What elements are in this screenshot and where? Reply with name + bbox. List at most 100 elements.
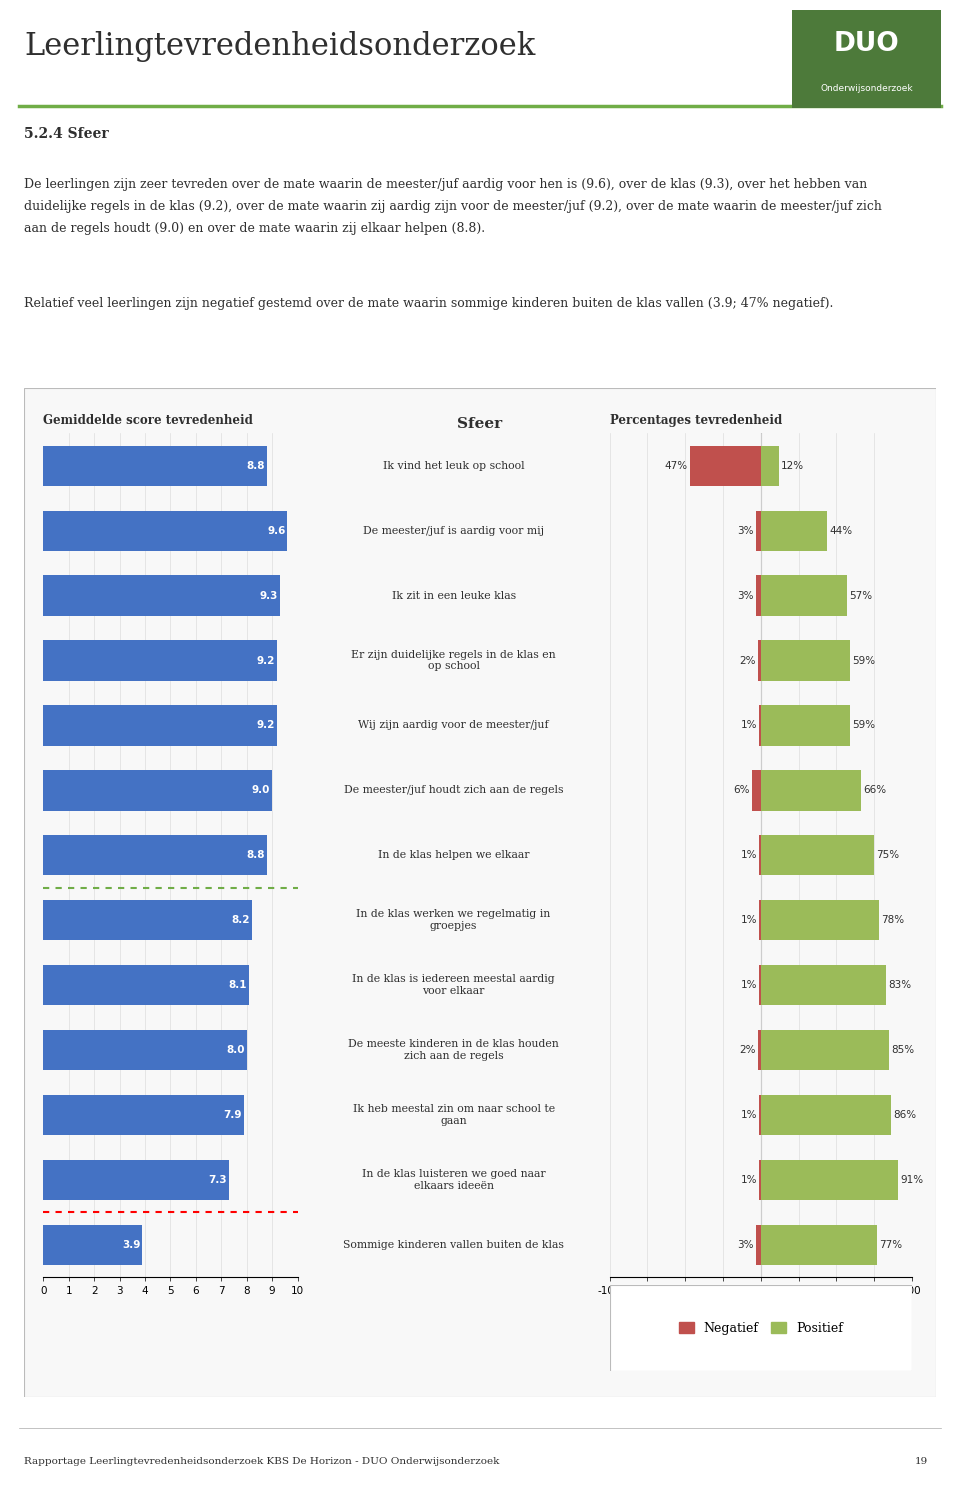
Text: 5.2.4 Sfeer: 5.2.4 Sfeer	[24, 127, 108, 140]
Text: 8.8: 8.8	[247, 460, 265, 471]
Text: 3%: 3%	[737, 590, 754, 601]
Text: 9.6: 9.6	[267, 526, 285, 536]
Text: 3%: 3%	[737, 526, 754, 536]
Text: 8.0: 8.0	[227, 1046, 245, 1055]
Text: 7.9: 7.9	[224, 1110, 242, 1120]
Bar	[759, 835, 760, 875]
Text: Rapportage Leerlingtevredenheidsonderzoek KBS De Horizon - DUO Onderwijsonderzoe: Rapportage Leerlingtevredenheidsonderzoe…	[24, 1457, 499, 1466]
Bar	[760, 965, 886, 1005]
Text: 19: 19	[915, 1457, 928, 1466]
Text: 9.2: 9.2	[257, 656, 276, 665]
Text: 47%: 47%	[664, 460, 687, 471]
Text: Ik zit in een leuke klas: Ik zit in een leuke klas	[392, 590, 516, 601]
Text: 2%: 2%	[739, 1046, 756, 1055]
Text: Ik heb meestal zin om naar school te
gaan: Ik heb meestal zin om naar school te gaa…	[352, 1104, 555, 1126]
Text: 9.0: 9.0	[252, 786, 270, 795]
Bar	[760, 575, 847, 616]
Text: Gemiddelde score tevredenheid: Gemiddelde score tevredenheid	[43, 414, 253, 427]
Bar	[756, 511, 760, 551]
Text: 83%: 83%	[889, 980, 912, 991]
Bar	[752, 771, 760, 811]
Text: In de klas is iedereen meestal aardig
voor elkaar: In de klas is iedereen meestal aardig vo…	[352, 974, 555, 996]
Text: 1%: 1%	[740, 916, 757, 925]
Text: 8.2: 8.2	[231, 916, 250, 925]
Bar	[759, 1095, 760, 1135]
Bar	[43, 771, 273, 811]
Bar	[759, 965, 760, 1005]
Text: 1%: 1%	[740, 720, 757, 731]
Text: 91%: 91%	[900, 1174, 924, 1185]
Text: Er zijn duidelijke regels in de klas en
op school: Er zijn duidelijke regels in de klas en …	[351, 650, 556, 671]
Bar	[756, 575, 760, 616]
Text: Onderwijsonderzoek: Onderwijsonderzoek	[820, 84, 913, 93]
Text: De leerlingen zijn zeer tevreden over de mate waarin de meester/juf aardig voor : De leerlingen zijn zeer tevreden over de…	[24, 178, 882, 235]
Bar	[43, 899, 252, 940]
Bar	[760, 1029, 889, 1070]
Text: Percentages tevredenheid: Percentages tevredenheid	[610, 414, 781, 427]
Bar	[759, 899, 760, 940]
Bar	[760, 511, 828, 551]
Bar	[43, 445, 267, 486]
Text: 2%: 2%	[739, 656, 756, 665]
Bar	[760, 1159, 899, 1200]
Legend: Negatief, Positief: Negatief, Positief	[674, 1316, 848, 1340]
Bar	[43, 1159, 228, 1200]
Text: 8.1: 8.1	[228, 980, 248, 991]
Bar	[760, 705, 850, 746]
Bar	[760, 899, 878, 940]
Text: 1%: 1%	[740, 850, 757, 861]
Text: De meeste kinderen in de klas houden
zich aan de regels: De meeste kinderen in de klas houden zic…	[348, 1040, 559, 1061]
Bar	[759, 705, 760, 746]
Text: 1%: 1%	[740, 980, 757, 991]
Bar	[757, 1029, 760, 1070]
Text: In de klas helpen we elkaar: In de klas helpen we elkaar	[378, 850, 529, 861]
Bar	[760, 641, 850, 681]
Bar	[760, 771, 860, 811]
Text: 3%: 3%	[737, 1240, 754, 1250]
Text: Leerlingtevredenheidsonderzoek: Leerlingtevredenheidsonderzoek	[24, 31, 536, 63]
Bar	[43, 1029, 247, 1070]
Text: 77%: 77%	[879, 1240, 902, 1250]
Bar	[689, 445, 760, 486]
Text: 12%: 12%	[781, 460, 804, 471]
Bar	[760, 1225, 877, 1265]
Text: De meester/juf houdt zich aan de regels: De meester/juf houdt zich aan de regels	[344, 786, 564, 795]
Text: Wij zijn aardig voor de meester/juf: Wij zijn aardig voor de meester/juf	[358, 720, 549, 731]
Bar	[760, 445, 779, 486]
Text: In de klas werken we regelmatig in
groepjes: In de klas werken we regelmatig in groep…	[356, 910, 551, 931]
Text: 6%: 6%	[733, 786, 750, 795]
Text: 1%: 1%	[740, 1110, 757, 1120]
Text: 9.3: 9.3	[259, 590, 277, 601]
Bar	[43, 705, 277, 746]
Text: DUO: DUO	[833, 31, 900, 57]
Text: 78%: 78%	[881, 916, 904, 925]
Bar	[756, 1225, 760, 1265]
Text: Sfeer: Sfeer	[457, 417, 503, 430]
Text: 8.8: 8.8	[247, 850, 265, 861]
Bar	[43, 1225, 142, 1265]
Text: 57%: 57%	[850, 590, 873, 601]
Bar	[43, 641, 277, 681]
Text: Sommige kinderen vallen buiten de klas: Sommige kinderen vallen buiten de klas	[343, 1240, 564, 1250]
Text: Ik vind het leuk op school: Ik vind het leuk op school	[383, 460, 524, 471]
Text: De meester/juf is aardig voor mij: De meester/juf is aardig voor mij	[363, 526, 544, 536]
Text: 66%: 66%	[863, 786, 886, 795]
Bar	[43, 965, 250, 1005]
Text: 59%: 59%	[852, 656, 876, 665]
Bar	[760, 1095, 891, 1135]
Text: 75%: 75%	[876, 850, 900, 861]
Text: 85%: 85%	[892, 1046, 915, 1055]
Bar	[43, 835, 267, 875]
Text: Relatief veel leerlingen zijn negatief gestemd over de mate waarin sommige kinde: Relatief veel leerlingen zijn negatief g…	[24, 297, 833, 311]
Bar	[760, 835, 875, 875]
Bar	[43, 511, 287, 551]
Text: In de klas luisteren we goed naar
elkaars ideeën: In de klas luisteren we goed naar elkaar…	[362, 1170, 545, 1191]
Text: 86%: 86%	[893, 1110, 916, 1120]
Text: 44%: 44%	[829, 526, 852, 536]
Text: 3.9: 3.9	[122, 1240, 140, 1250]
Bar	[757, 641, 760, 681]
Bar	[759, 1159, 760, 1200]
Text: 9.2: 9.2	[257, 720, 276, 731]
Bar	[43, 1095, 244, 1135]
Text: 7.3: 7.3	[208, 1174, 227, 1185]
